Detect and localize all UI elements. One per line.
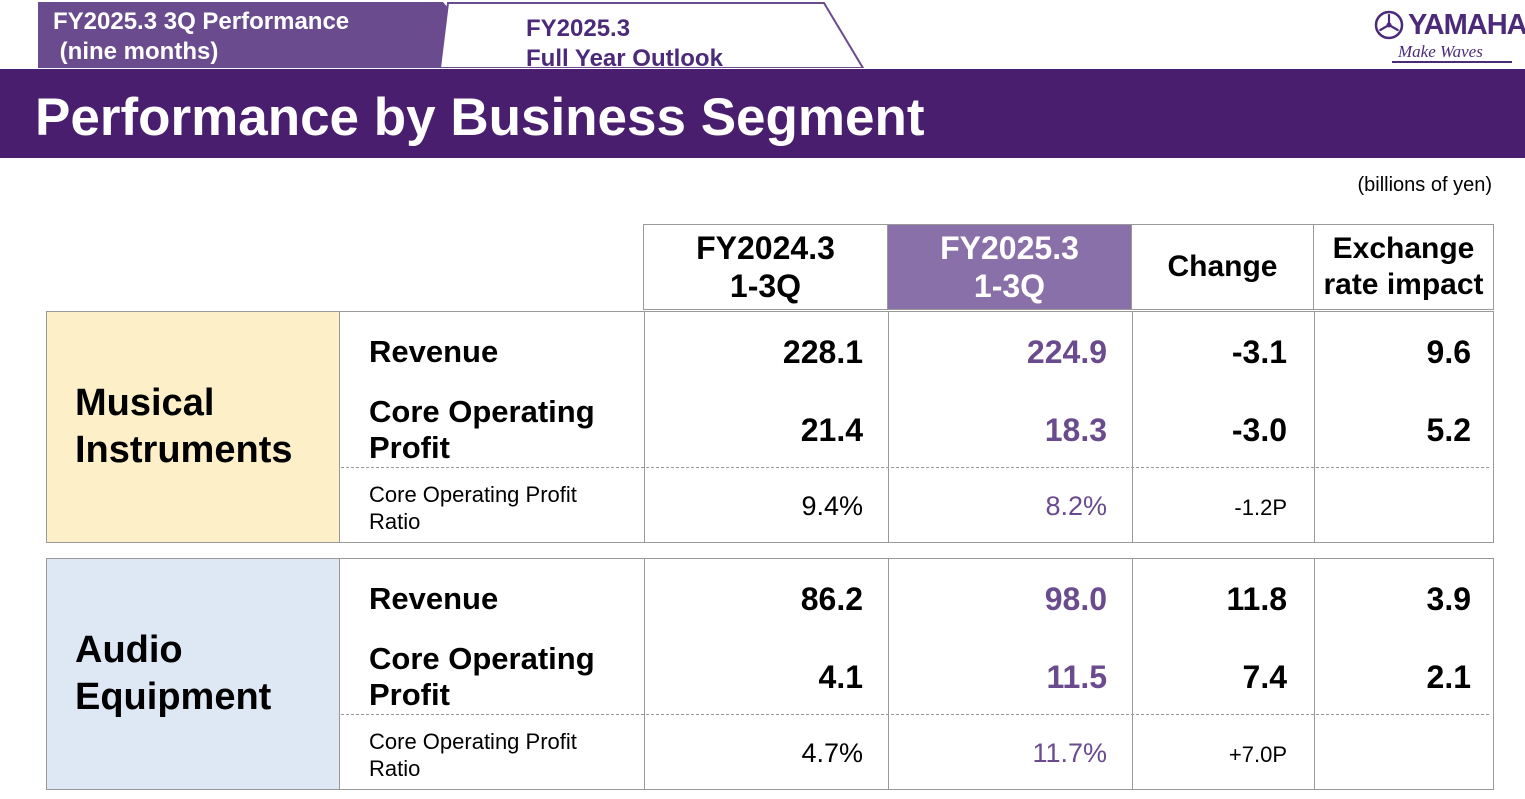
col-divider bbox=[888, 312, 889, 542]
dashed-divider bbox=[341, 467, 1489, 468]
value-change: +7.0P bbox=[1228, 742, 1287, 767]
segment-musical-instruments: Musical Instruments Revenue Core Operati… bbox=[46, 311, 1494, 543]
col-header-fx: Exchange rate impact bbox=[1313, 224, 1494, 310]
metric-label-revenue: Revenue bbox=[369, 581, 499, 616]
value-prev: 228.1 bbox=[782, 334, 863, 370]
logo-tagline: Make Waves bbox=[1398, 42, 1483, 61]
metric-label-core-op: Core Operating Profit bbox=[369, 394, 595, 465]
tab-full-year-outlook[interactable]: FY2025.3 Full Year Outlook bbox=[440, 2, 865, 72]
metric-label-ratio: Core Operating Profit Ratio bbox=[369, 729, 577, 781]
tab-3q-performance-label: FY2025.3 3Q Performance (nine months) bbox=[53, 8, 350, 65]
value-change: -3.1 bbox=[1231, 334, 1287, 370]
value-fx: 3.9 bbox=[1426, 581, 1471, 617]
value-prev: 4.1 bbox=[818, 659, 863, 695]
value-curr: 224.9 bbox=[1026, 334, 1107, 370]
value-fx: 5.2 bbox=[1426, 412, 1471, 448]
segment-audio-equipment: Audio Equipment Revenue Core Operating P… bbox=[46, 558, 1494, 790]
col-divider bbox=[1314, 312, 1315, 542]
value-change: 11.8 bbox=[1226, 581, 1287, 617]
segment-label: Musical Instruments bbox=[47, 312, 340, 542]
yamaha-logo: YAMAHA Make Waves bbox=[1370, 6, 1525, 66]
value-curr: 11.7% bbox=[1032, 738, 1107, 768]
col-divider bbox=[888, 559, 889, 789]
logo-brand: YAMAHA bbox=[1408, 9, 1525, 41]
col-divider bbox=[1314, 559, 1315, 789]
col-divider bbox=[644, 559, 645, 789]
value-change: -3.0 bbox=[1231, 412, 1287, 448]
value-prev: 21.4 bbox=[800, 412, 863, 448]
value-prev: 9.4% bbox=[801, 491, 863, 521]
col-divider bbox=[1132, 312, 1133, 542]
col-divider bbox=[644, 312, 645, 542]
tab-3q-performance[interactable]: FY2025.3 3Q Performance (nine months) bbox=[38, 2, 498, 68]
col-divider bbox=[1132, 559, 1133, 789]
tuning-fork-icon bbox=[1374, 10, 1404, 40]
metric-label-revenue: Revenue bbox=[369, 334, 499, 369]
tab-full-year-outlook-label: FY2025.3 Full Year Outlook bbox=[526, 15, 723, 72]
unit-note: (billions of yen) bbox=[1357, 174, 1492, 196]
value-prev: 4.7% bbox=[801, 738, 863, 768]
value-fx: 9.6 bbox=[1426, 334, 1471, 370]
value-curr: 18.3 bbox=[1044, 412, 1107, 448]
value-prev: 86.2 bbox=[800, 581, 863, 617]
title-bar: Performance by Business Segment bbox=[0, 69, 1525, 158]
value-curr: 11.5 bbox=[1046, 659, 1107, 695]
tab-outline bbox=[440, 2, 865, 68]
value-curr: 8.2% bbox=[1045, 491, 1107, 521]
metric-label-core-op: Core Operating Profit bbox=[369, 641, 595, 712]
value-change: -1.2P bbox=[1234, 495, 1287, 520]
page-title: Performance by Business Segment bbox=[35, 88, 925, 147]
value-curr: 98.0 bbox=[1044, 581, 1107, 617]
col-header-prev: FY2024.3 1-3Q bbox=[643, 224, 888, 310]
value-change: 7.4 bbox=[1242, 659, 1287, 695]
metric-label-ratio: Core Operating Profit Ratio bbox=[369, 482, 577, 534]
col-header-change: Change bbox=[1131, 224, 1314, 310]
segment-label: Audio Equipment bbox=[47, 559, 340, 789]
col-header-curr: FY2025.3 1-3Q bbox=[887, 224, 1132, 310]
logo-underline bbox=[1392, 61, 1512, 63]
value-fx: 2.1 bbox=[1426, 659, 1471, 695]
dashed-divider bbox=[341, 714, 1489, 715]
